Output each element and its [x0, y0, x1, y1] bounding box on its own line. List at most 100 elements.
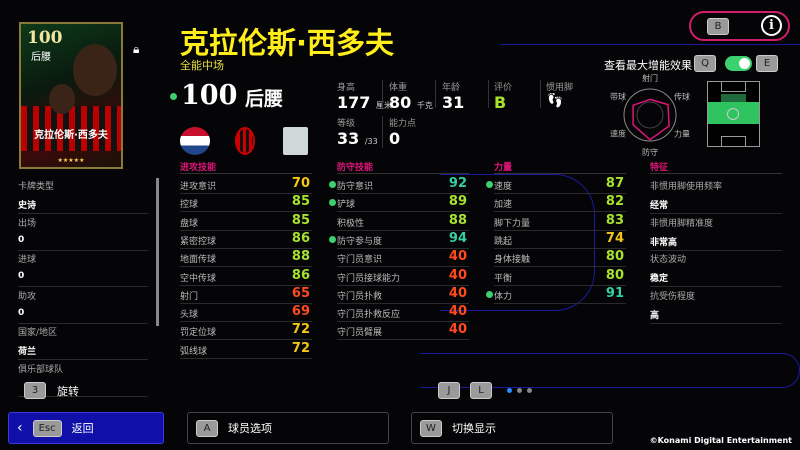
- copyright: ©Konami Digital Entertainment: [649, 436, 792, 445]
- switch-view-button[interactable]: W 切换显示: [411, 412, 613, 444]
- stat-row: 紧密控球 86: [180, 231, 312, 249]
- card-position: 后腰: [31, 52, 51, 63]
- stat-name: 铲球: [337, 200, 356, 211]
- stat-row: 头球 69: [180, 304, 312, 323]
- stat-name: 守门员扑救反应: [337, 310, 401, 321]
- trait-value: 稳定: [650, 274, 669, 284]
- stat-row: 射门 65: [180, 286, 312, 304]
- center-circle: [727, 108, 739, 120]
- stat-name: 守门员扑救: [337, 291, 383, 302]
- info-icon[interactable]: i: [761, 15, 782, 36]
- player-options-label: 球员选项: [228, 422, 272, 435]
- stat-value: 40: [448, 267, 467, 283]
- height-info: 身高 177 厘米: [337, 83, 392, 112]
- divider: [435, 80, 436, 108]
- scrollbar[interactable]: [156, 178, 159, 326]
- divider: [488, 80, 489, 108]
- stat-row: 加速 82: [494, 194, 626, 213]
- stat-value: 88: [448, 212, 467, 228]
- position-zone-secondary: [721, 94, 746, 102]
- radar-label: 射门: [642, 73, 658, 83]
- back-label: 返回: [71, 422, 94, 435]
- age-info: 年龄 31: [442, 83, 465, 112]
- league-badge: [283, 127, 308, 155]
- info-item: 进球 0: [18, 250, 148, 287]
- radar-label: 速度: [610, 129, 626, 139]
- stat-name: 地面传球: [180, 255, 217, 266]
- boost-dot: [329, 199, 336, 207]
- b-key-button[interactable]: B: [707, 18, 729, 35]
- info-label: 国家/地区: [18, 328, 58, 338]
- stat-name: 积极性: [337, 218, 365, 229]
- stat-name: 平衡: [494, 273, 513, 284]
- stat-value: 40: [448, 322, 467, 338]
- stat-name: 弧线球: [180, 346, 208, 357]
- stat-value: 85: [291, 212, 310, 228]
- stat-name: 跳起: [494, 236, 513, 247]
- position-map: [707, 81, 760, 147]
- column-title: 力量: [494, 160, 626, 174]
- nationality-flag: [180, 127, 210, 155]
- stat-value: 94: [448, 230, 467, 246]
- radar-ring: [623, 88, 677, 142]
- stat-name: 空中传球: [180, 273, 217, 284]
- rotate-key-button[interactable]: 3: [24, 382, 46, 399]
- stat-row: 身体接触 80: [494, 249, 626, 268]
- stat-value: 72: [291, 322, 310, 338]
- stat-row: 守门员扑救反应 40: [337, 304, 469, 323]
- stat-row: 控球 85: [180, 194, 312, 213]
- info-value: 0: [18, 271, 25, 281]
- column-title: 进攻技能: [180, 160, 312, 174]
- top-controls: B i: [689, 11, 790, 41]
- q-key-button[interactable]: Q: [694, 55, 716, 72]
- trait-label: 非惯用脚精准度: [650, 218, 714, 229]
- stat-name: 罚定位球: [180, 328, 217, 339]
- player-options-button[interactable]: A 球员选项: [187, 412, 389, 444]
- stat-row: 守门员扑救 40: [337, 286, 469, 304]
- stat-value: 87: [605, 176, 624, 191]
- stat-value: 82: [605, 194, 624, 210]
- e-key-button[interactable]: E: [756, 55, 778, 72]
- stat-value: 88: [291, 249, 310, 265]
- level-info: 等级 33 /33: [337, 119, 378, 148]
- stat-name: 紧密控球: [180, 236, 217, 247]
- divider: [382, 116, 383, 148]
- stat-value: 74: [605, 230, 624, 246]
- back-button[interactable]: ‹ Esc 返回: [8, 412, 164, 444]
- stat-row: 守门员意识 40: [337, 249, 469, 268]
- boost-label: 查看最大增能效果: [604, 59, 692, 72]
- trait-label: 状态波动: [650, 255, 687, 265]
- j-key-button[interactable]: J: [438, 382, 460, 399]
- trait-item: 状态波动 稳定: [650, 250, 782, 287]
- info-item: 助攻 0: [18, 287, 148, 324]
- toggle-knob: [739, 58, 750, 69]
- player-name: 克拉伦斯·西多夫: [180, 26, 395, 60]
- radar-ring: [636, 101, 664, 129]
- divider: [382, 80, 383, 108]
- stat-name: 进攻意识: [180, 182, 217, 192]
- w-key: W: [420, 419, 442, 437]
- stat-name: 头球: [180, 310, 199, 321]
- switch-view-label: 切换显示: [452, 422, 496, 435]
- trait-value: 高: [650, 310, 660, 321]
- stat-value: 89: [448, 194, 467, 210]
- info-value: 0: [18, 307, 25, 318]
- penalty-box: [721, 82, 746, 92]
- stat-name: 加速: [494, 200, 513, 211]
- stat-value: 91: [605, 285, 624, 301]
- info-label: 进球: [18, 255, 37, 265]
- player-card[interactable]: 100 后腰 克拉伦斯·西多夫 ★★★★★: [19, 22, 123, 169]
- position: 后腰: [245, 88, 284, 110]
- stat-row: 地面传球 88: [180, 249, 312, 268]
- divider: [540, 80, 541, 108]
- radar-label: 力量: [674, 129, 690, 139]
- l-key-button[interactable]: L: [470, 382, 492, 399]
- stat-name: 身体接触: [494, 255, 531, 266]
- stat-name: 防守意识: [337, 182, 374, 192]
- page-indicator: [507, 388, 532, 393]
- boost-dot: [329, 181, 336, 188]
- boost-toggle[interactable]: [725, 56, 752, 71]
- status-dot: [170, 93, 177, 100]
- overall-rating: 100: [181, 80, 238, 111]
